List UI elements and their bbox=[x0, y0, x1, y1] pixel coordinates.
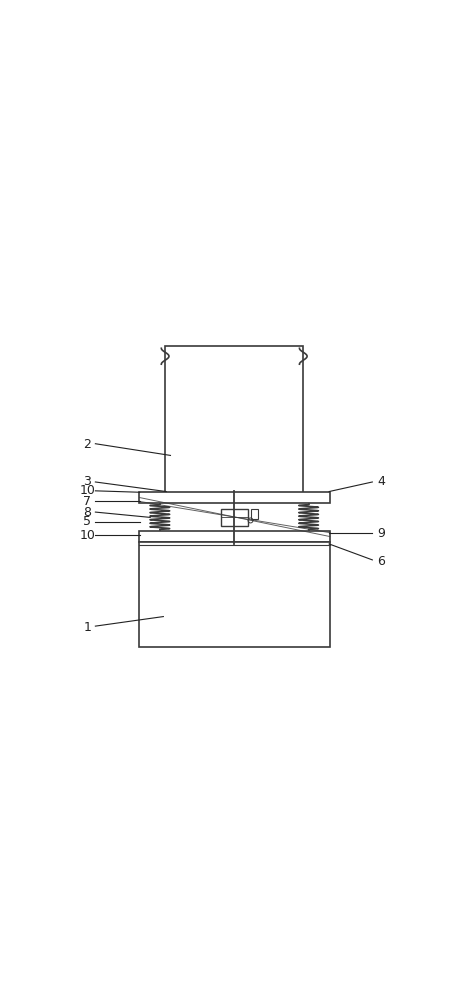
Bar bbox=[221, 509, 248, 526]
Text: 6: 6 bbox=[377, 555, 385, 568]
Bar bbox=[138, 492, 330, 503]
Text: 10: 10 bbox=[80, 484, 95, 497]
Text: 1: 1 bbox=[83, 621, 91, 634]
Text: 10: 10 bbox=[80, 529, 95, 542]
Bar bbox=[165, 346, 303, 493]
Text: 9: 9 bbox=[377, 527, 385, 540]
Bar bbox=[138, 531, 330, 542]
Text: 7: 7 bbox=[83, 495, 91, 508]
Text: 5: 5 bbox=[83, 515, 91, 528]
Bar bbox=[138, 542, 330, 647]
Text: 3: 3 bbox=[83, 475, 91, 488]
Text: 4: 4 bbox=[377, 475, 385, 488]
Bar bbox=[251, 509, 258, 519]
Text: 8: 8 bbox=[83, 506, 91, 519]
Text: 2: 2 bbox=[83, 438, 91, 451]
